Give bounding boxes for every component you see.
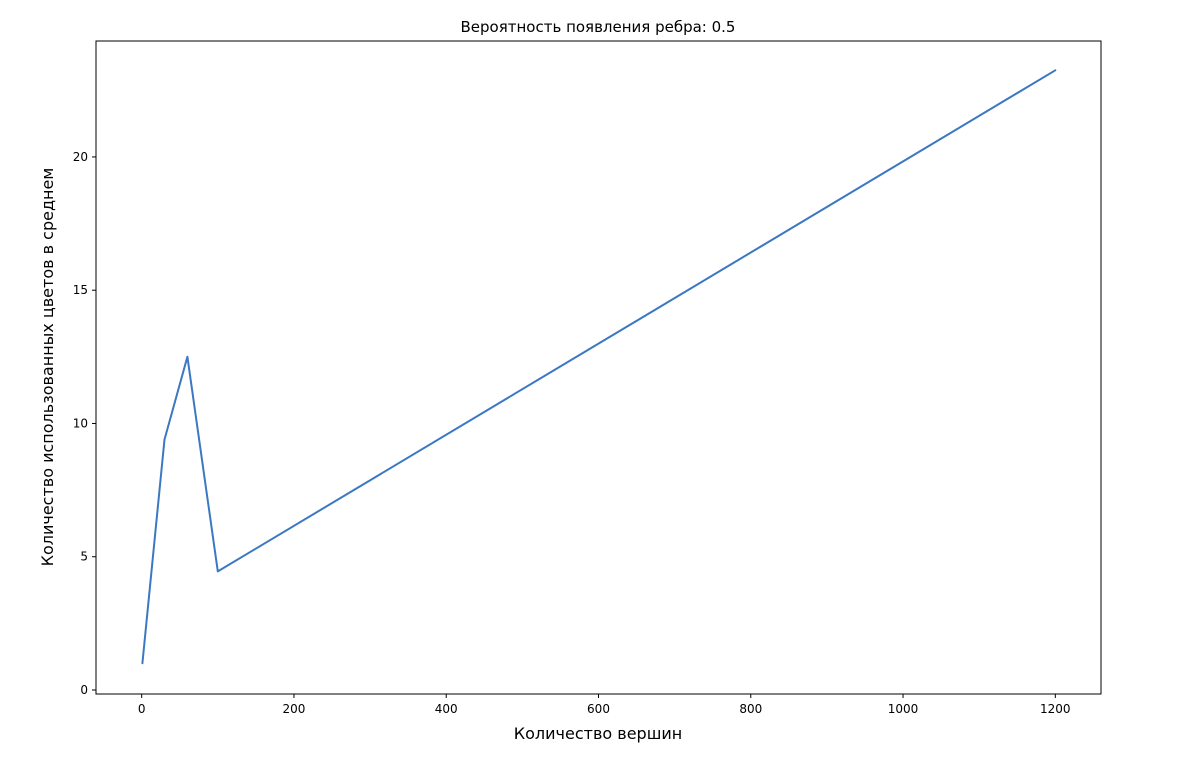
- y-tick-label: 15: [73, 283, 88, 297]
- series-layer: [141, 69, 1057, 665]
- chart-title: Вероятность появления ребра: 0.5: [461, 18, 736, 36]
- y-tick-label: 10: [73, 416, 88, 430]
- y-tick-label: 5: [80, 550, 88, 564]
- x-axis-label: Количество вершин: [514, 724, 682, 743]
- y-axis-label: Количество использованных цветов в средн…: [38, 168, 57, 567]
- y-tick-label: 20: [73, 150, 88, 164]
- x-tick-label: 200: [283, 702, 306, 716]
- y-tick-label: 0: [80, 683, 88, 697]
- x-tick-label: 1000: [888, 702, 919, 716]
- plot-area: [95, 40, 1102, 695]
- x-tick-label: 0: [138, 702, 146, 716]
- x-axis: 0 200 400 600 800 1000 1200: [138, 694, 1071, 716]
- x-tick-label: 400: [435, 702, 458, 716]
- x-tick-label: 600: [587, 702, 610, 716]
- x-tick-label: 800: [739, 702, 762, 716]
- y-axis: 0 5 10 15 20: [73, 150, 96, 697]
- series-line-0: [141, 69, 1057, 665]
- x-tick-label: 1200: [1040, 702, 1071, 716]
